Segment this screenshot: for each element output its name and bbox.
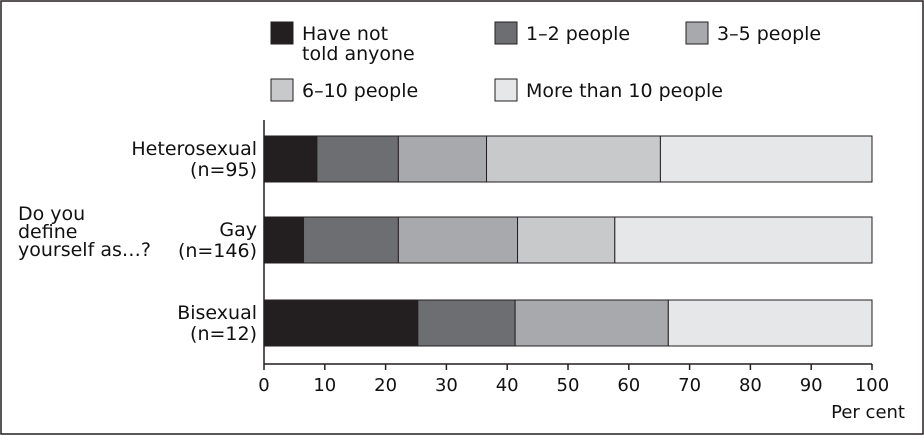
bar-segment-gay-1 xyxy=(263,216,305,264)
bar-segment-bisexual-1 xyxy=(263,299,419,347)
x-tick-label-100: 100 xyxy=(855,375,889,396)
bar-segment-heterosexual-3 xyxy=(397,135,488,183)
category-label-gay: Gay xyxy=(219,219,257,241)
bar-segment-heterosexual-5 xyxy=(659,135,873,183)
bar-segment-gay-4 xyxy=(517,216,616,264)
x-axis-title: Per cent xyxy=(831,402,905,423)
category-label-heterosexual: Heterosexual xyxy=(131,138,257,160)
x-tick-label-60: 60 xyxy=(617,375,640,396)
legend-label-2: 1–2 people xyxy=(526,23,630,45)
legend-swatch-5 xyxy=(494,78,518,102)
x-tick-label-20: 20 xyxy=(374,375,397,396)
legend-label-1-line-2: told anyone xyxy=(302,43,415,65)
x-tick-label-0: 0 xyxy=(258,375,269,396)
legend-swatch-2 xyxy=(494,21,518,45)
category-n-heterosexual: (n=95) xyxy=(190,159,257,181)
x-axis: 0 10 20 30 40 50 60 70 80 90 100 xyxy=(258,120,889,396)
x-tick-label-90: 90 xyxy=(800,375,823,396)
legend-label-3: 3–5 people xyxy=(717,23,821,45)
bar-segment-bisexual-3 xyxy=(514,299,669,347)
x-tick-label-40: 40 xyxy=(496,375,519,396)
bar-segment-gay-2 xyxy=(303,216,399,264)
category-labels: Heterosexual(n=95) Gay(n=146) Bisexual(n=1… xyxy=(131,138,257,345)
y-axis-title-line-3: yourself as…? xyxy=(18,239,151,261)
bar-segment-heterosexual-2 xyxy=(316,135,399,183)
y-axis-title-line-2: define xyxy=(18,221,77,243)
bar-segment-gay-3 xyxy=(397,216,519,264)
legend-swatch-4 xyxy=(270,78,294,102)
category-n-gay: (n=146) xyxy=(178,240,257,262)
x-tick-label-30: 30 xyxy=(435,375,458,396)
bar-segment-bisexual-5 xyxy=(667,299,873,347)
x-tick-label-70: 70 xyxy=(678,375,701,396)
legend-label-1-line-1: Have not xyxy=(302,23,388,45)
bars xyxy=(263,135,873,347)
bar-segment-heterosexual-4 xyxy=(486,135,661,183)
x-tick-label-80: 80 xyxy=(739,375,762,396)
legend-swatch-1 xyxy=(270,21,294,45)
x-tick-label-10: 10 xyxy=(313,375,336,396)
bar-segment-bisexual-2 xyxy=(417,299,516,347)
legend-label-4: 6–10 people xyxy=(302,80,418,102)
legend-label-5: More than 10 people xyxy=(526,80,723,102)
category-n-bisexual: (n=12) xyxy=(190,323,257,345)
x-tick-label-50: 50 xyxy=(557,375,580,396)
bar-segment-heterosexual-1 xyxy=(263,135,318,183)
y-axis-title-line-1: Do you xyxy=(18,203,85,225)
bar-segment-gay-5 xyxy=(614,216,873,264)
legend-swatch-3 xyxy=(685,21,709,45)
category-label-bisexual: Bisexual xyxy=(177,302,257,324)
